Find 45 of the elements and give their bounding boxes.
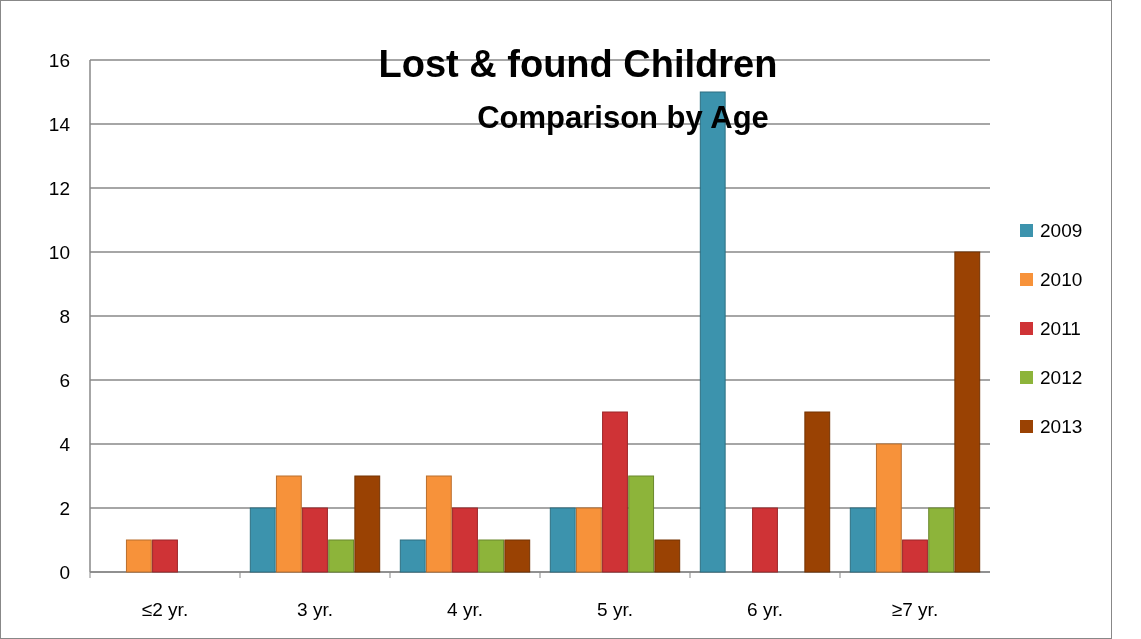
bar [804, 411, 831, 573]
y-tick-label: 12 [48, 177, 70, 199]
x-tick-label: 4 yr. [447, 599, 483, 620]
x-tick-label: 6 yr. [747, 599, 783, 620]
bar [549, 507, 576, 573]
y-tick-label: 8 [59, 305, 70, 327]
legend-label: 2011 [1040, 317, 1081, 339]
bar [152, 539, 178, 573]
bar [849, 507, 876, 573]
bar [654, 539, 681, 573]
y-tick-label: 2 [59, 497, 70, 519]
y-tick-label: 6 [59, 369, 70, 391]
bar [249, 507, 276, 573]
bar [425, 475, 452, 573]
bar [752, 507, 778, 573]
bar [954, 251, 981, 573]
y-tick-label: 16 [48, 49, 70, 71]
bar [328, 539, 355, 573]
bar [125, 539, 152, 573]
legend-label: 2009 [1040, 219, 1083, 241]
bar [504, 539, 531, 573]
x-tick-label: 3 yr. [297, 599, 333, 620]
legend-label: 2010 [1040, 268, 1083, 290]
bar [602, 411, 628, 573]
legend-label: 2012 [1040, 366, 1083, 388]
y-tick-label: 14 [48, 113, 71, 135]
legend-label: 2013 [1040, 415, 1083, 437]
bar [575, 507, 602, 573]
y-tick-label: 4 [59, 433, 71, 455]
bar [628, 475, 655, 573]
bar [354, 475, 381, 573]
x-tick-label: ≤2 yr. [141, 599, 189, 620]
x-tick-label: ≥7 yr. [891, 599, 939, 620]
bar [275, 475, 302, 573]
y-tick-label: 0 [59, 561, 70, 583]
bar [478, 539, 505, 573]
bar [399, 539, 426, 573]
bar [928, 507, 955, 573]
chart-title: Lost & found Children [378, 43, 778, 85]
bar [452, 507, 478, 573]
bar [902, 539, 928, 573]
bar [302, 507, 328, 573]
y-tick-label: 10 [48, 241, 70, 263]
x-tick-label: 5 yr. [597, 599, 633, 620]
bar [875, 443, 902, 573]
